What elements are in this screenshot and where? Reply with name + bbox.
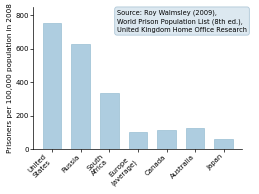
Bar — [186, 128, 204, 149]
Bar — [100, 93, 119, 149]
Bar — [157, 130, 176, 149]
Bar — [43, 23, 61, 149]
Y-axis label: Prisoners per 100,000 population in 2008: Prisoners per 100,000 population in 2008 — [7, 3, 13, 153]
Text: Source: Roy Walmsley (2009),
World Prison Population List (8th ed.),
United King: Source: Roy Walmsley (2009), World Priso… — [117, 10, 247, 33]
Bar — [71, 44, 90, 149]
Bar — [129, 132, 147, 149]
Bar — [214, 139, 233, 149]
